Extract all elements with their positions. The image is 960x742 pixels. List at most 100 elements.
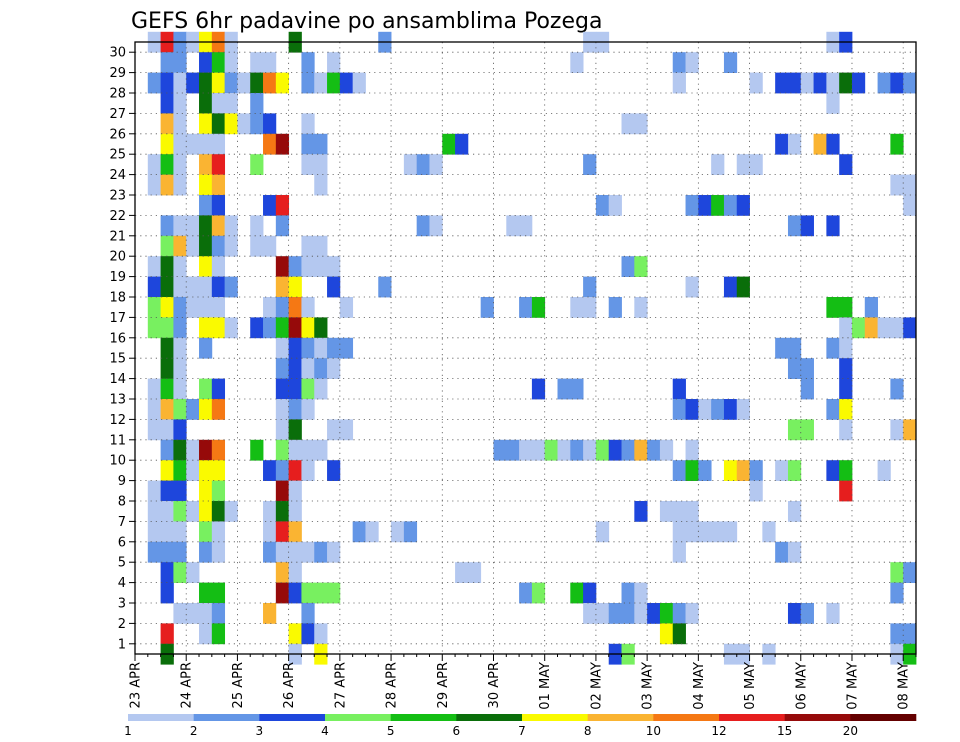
y-tick-label: 1 bbox=[118, 637, 126, 652]
heatmap-cell bbox=[839, 419, 853, 441]
heatmap-cell bbox=[685, 521, 699, 543]
heatmap-cell bbox=[685, 276, 699, 298]
heatmap-cell bbox=[250, 52, 264, 73]
x-tick-label: 27 APR bbox=[333, 662, 348, 708]
heatmap-cell bbox=[160, 378, 174, 400]
heatmap-cell bbox=[365, 521, 379, 543]
heatmap-cell bbox=[173, 337, 187, 359]
heatmap-cell bbox=[288, 480, 302, 502]
heatmap-cell bbox=[787, 215, 802, 237]
heatmap-cell bbox=[263, 52, 277, 73]
heatmap-cell bbox=[723, 276, 738, 298]
heatmap-cell bbox=[211, 297, 226, 318]
heatmap-cell bbox=[480, 297, 494, 318]
heatmap-cell bbox=[339, 419, 354, 441]
heatmap-cell bbox=[250, 317, 264, 339]
colorbar-label: 4 bbox=[321, 724, 329, 738]
heatmap-cell bbox=[647, 603, 661, 624]
chart-title: GEFS 6hr padavine po ansamblima Pozega bbox=[131, 9, 602, 34]
heatmap-cell bbox=[608, 439, 622, 461]
heatmap-cell bbox=[698, 399, 712, 420]
heatmap-cell bbox=[173, 154, 187, 175]
heatmap-cell bbox=[314, 317, 328, 339]
heatmap-cell bbox=[211, 399, 226, 420]
heatmap-cell bbox=[583, 582, 597, 604]
heatmap-cell bbox=[314, 439, 328, 461]
heatmap-cell bbox=[685, 460, 699, 481]
heatmap-cell bbox=[352, 521, 366, 543]
heatmap-cell bbox=[531, 439, 546, 461]
heatmap-cell bbox=[160, 276, 174, 298]
heatmap-cell bbox=[736, 399, 750, 420]
heatmap-cell bbox=[775, 541, 789, 563]
heatmap-cell bbox=[595, 439, 610, 461]
heatmap-cell bbox=[583, 603, 597, 624]
heatmap-cell bbox=[147, 399, 161, 420]
heatmap-cell bbox=[263, 603, 277, 624]
x-tick-label: 02 MAY bbox=[589, 662, 604, 710]
heatmap-cell bbox=[595, 603, 610, 624]
heatmap-cell bbox=[211, 460, 226, 481]
heatmap-cell bbox=[275, 317, 290, 339]
heatmap-cell bbox=[160, 337, 174, 359]
heatmap-cell bbox=[839, 317, 853, 339]
heatmap-cell bbox=[263, 460, 277, 481]
heatmap-cell bbox=[775, 72, 789, 94]
heatmap-cell bbox=[173, 113, 187, 135]
heatmap-cell bbox=[903, 174, 917, 196]
heatmap-cell bbox=[416, 154, 430, 175]
heatmap-cell bbox=[199, 623, 213, 645]
heatmap-cell bbox=[301, 235, 315, 257]
heatmap-cell bbox=[224, 501, 238, 522]
heatmap-cell bbox=[275, 72, 290, 94]
heatmap-cell bbox=[160, 154, 174, 175]
heatmap-cell bbox=[301, 358, 315, 379]
heatmap-cell bbox=[570, 52, 584, 73]
heatmap-cell bbox=[314, 235, 328, 257]
y-tick-label: 18 bbox=[109, 291, 126, 306]
heatmap-cell bbox=[199, 133, 213, 155]
heatmap-cell bbox=[877, 460, 891, 481]
y-tick-label: 23 bbox=[109, 189, 126, 204]
heatmap-cell bbox=[199, 195, 213, 216]
heatmap-cell bbox=[160, 623, 174, 645]
heatmap-cell bbox=[723, 399, 738, 420]
heatmap-cell bbox=[173, 52, 187, 73]
heatmap-cell bbox=[659, 623, 674, 645]
heatmap-cell bbox=[826, 460, 840, 481]
heatmap-cell bbox=[186, 603, 200, 624]
heatmap-cell bbox=[839, 297, 853, 318]
heatmap-cell bbox=[237, 72, 251, 94]
heatmap-cell bbox=[211, 154, 226, 175]
heatmap-cell bbox=[199, 276, 213, 298]
heatmap-cell bbox=[301, 256, 315, 277]
colorbar-label: 1 bbox=[124, 724, 132, 738]
heatmap-cell bbox=[263, 72, 277, 94]
heatmap-cell bbox=[147, 501, 161, 522]
heatmap-cell bbox=[403, 154, 418, 175]
heatmap-cell bbox=[621, 113, 635, 135]
heatmap-cell bbox=[275, 480, 290, 502]
x-tick-label: 03 MAY bbox=[641, 662, 656, 710]
heatmap-cell bbox=[301, 582, 315, 604]
heatmap-cell bbox=[211, 582, 226, 604]
heatmap-cell bbox=[301, 460, 315, 481]
heatmap-cell bbox=[903, 562, 917, 583]
heatmap-cell bbox=[327, 72, 341, 94]
heatmap-cell bbox=[288, 337, 302, 359]
heatmap-cell bbox=[864, 297, 878, 318]
heatmap-cell bbox=[736, 195, 750, 216]
heatmap-cell bbox=[327, 460, 341, 481]
heatmap-cell bbox=[173, 174, 187, 196]
heatmap-cell bbox=[288, 276, 302, 298]
x-tick-label: 24 APR bbox=[180, 662, 195, 708]
heatmap-cell bbox=[301, 297, 315, 318]
heatmap-cell bbox=[275, 501, 290, 522]
y-tick-label: 16 bbox=[109, 331, 126, 346]
colorbar-swatch bbox=[653, 714, 720, 721]
heatmap-cell bbox=[160, 93, 174, 114]
heatmap-cell bbox=[211, 195, 226, 216]
heatmap-cell bbox=[314, 256, 328, 277]
heatmap-cell bbox=[186, 460, 200, 481]
heatmap-cell bbox=[595, 521, 610, 543]
